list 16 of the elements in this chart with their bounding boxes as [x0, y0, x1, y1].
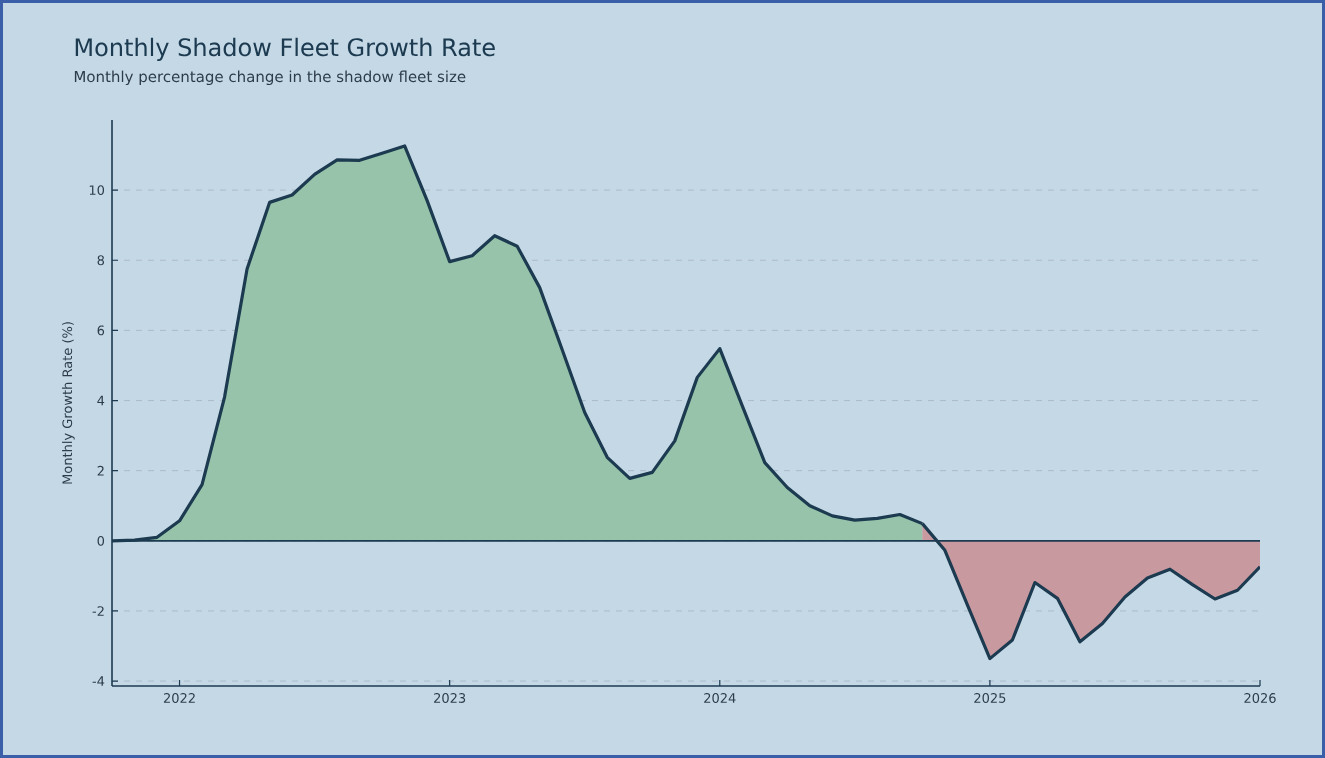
chart-title: Monthly Shadow Fleet Growth Rate — [75, 37, 495, 61]
y-tick-label: -2 — [92, 606, 104, 616]
x-tick-label: 2024 — [704, 693, 736, 703]
y-axis-title: Monthly Growth Rate (%) — [62, 322, 75, 484]
x-tick-label: 2026 — [1244, 693, 1276, 703]
y-tick-label: 4 — [97, 395, 105, 406]
y-tick-label: -4 — [92, 676, 105, 686]
x-tick-label: 2022 — [163, 693, 195, 703]
x-tick-label: 2023 — [434, 693, 466, 703]
y-tick-label: 0 — [97, 535, 105, 546]
chart-subtitle: Monthly percentage change in the shadow fleet size — [74, 70, 466, 86]
y-tick-label: 10 — [89, 185, 105, 196]
x-tick-label: 2025 — [974, 693, 1006, 703]
y-tick-label: 8 — [97, 255, 105, 266]
y-tick-label: 6 — [97, 325, 105, 336]
y-tick-label: 2 — [97, 465, 104, 476]
